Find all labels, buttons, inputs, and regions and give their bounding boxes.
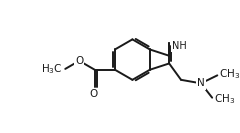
Text: N: N	[197, 78, 205, 88]
Text: CH$_3$: CH$_3$	[219, 68, 240, 81]
Text: CH$_3$: CH$_3$	[214, 92, 235, 105]
Text: O: O	[75, 56, 83, 66]
Text: H$_3$C: H$_3$C	[41, 62, 62, 76]
Text: O: O	[90, 89, 98, 99]
Text: NH: NH	[172, 41, 187, 51]
